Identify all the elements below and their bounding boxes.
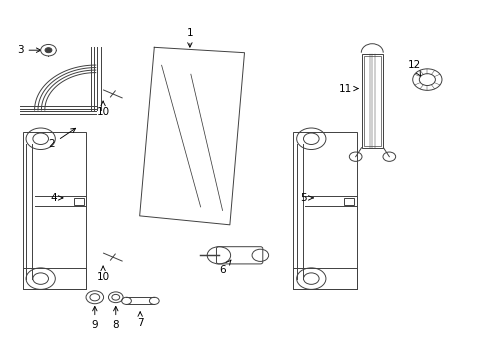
Text: 1: 1 bbox=[186, 28, 193, 47]
Text: 11: 11 bbox=[338, 84, 357, 94]
Text: 10: 10 bbox=[96, 101, 109, 117]
Text: 8: 8 bbox=[112, 306, 119, 330]
Bar bbox=[344, 198, 353, 205]
Bar bbox=[74, 198, 83, 205]
Text: 10: 10 bbox=[96, 266, 109, 282]
Text: 3: 3 bbox=[17, 45, 41, 55]
Bar bbox=[363, 56, 380, 146]
Bar bbox=[293, 268, 356, 289]
Text: 5: 5 bbox=[300, 193, 312, 203]
Text: 4: 4 bbox=[50, 193, 62, 203]
Circle shape bbox=[41, 44, 56, 56]
Text: 2: 2 bbox=[48, 128, 76, 149]
Text: 6: 6 bbox=[219, 260, 230, 275]
Bar bbox=[22, 268, 86, 289]
Bar bbox=[361, 54, 383, 148]
Bar bbox=[22, 132, 86, 289]
Text: 7: 7 bbox=[137, 312, 143, 328]
Text: 9: 9 bbox=[91, 306, 98, 330]
Circle shape bbox=[45, 48, 52, 53]
Text: 12: 12 bbox=[407, 60, 420, 76]
Bar bbox=[293, 132, 356, 289]
